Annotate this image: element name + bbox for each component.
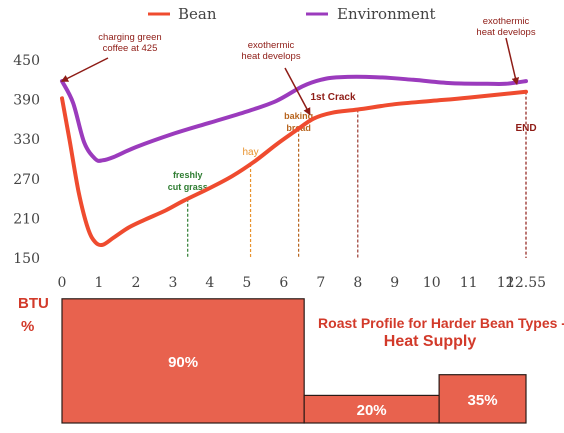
y-tick-label: 450	[13, 53, 40, 69]
annotation-arrow	[505, 37, 520, 86]
x-tick-label: 3	[168, 275, 177, 291]
annotation-label: 1st Crack	[310, 92, 355, 103]
x-tick-label: 11	[460, 275, 478, 291]
marker-label: freshly cut grass	[168, 170, 208, 192]
x-tick-label: 4	[205, 275, 214, 291]
x-tick-label: 8	[353, 275, 362, 291]
annotation-arrow	[60, 57, 109, 82]
marker-label: hay	[242, 147, 258, 158]
y-tick-label: 270	[13, 172, 40, 188]
series-lines	[60, 74, 528, 248]
x-tick-label: 7	[316, 275, 325, 291]
legend-label-bean: Bean	[178, 5, 217, 23]
annotation-label: exothermic heat develops	[476, 16, 535, 38]
heat-supply-chart: BTU % 90% 20% 35% Roast Profile for Harder…	[18, 295, 564, 424]
x-tick-label: 10	[423, 275, 441, 291]
btu-axis-label: BTU %	[18, 295, 53, 335]
x-tick-label: 12	[497, 275, 515, 291]
heat-bar-label: 20%	[357, 402, 387, 419]
legend: Bean Environment	[148, 5, 436, 23]
heat-bar	[438, 374, 527, 424]
heat-bar-label: 90%	[168, 354, 198, 371]
heat-supply-subtitle: Heat Supply	[384, 333, 477, 350]
annotation-arrow	[284, 67, 311, 116]
annotation-label: exothermic heat develops	[241, 40, 300, 62]
annotation-label: charging green coffee at 425	[98, 32, 161, 54]
series-line-bean	[60, 89, 528, 248]
x-tick-label: 5	[242, 275, 251, 291]
heat-supply-bars: 90% 20% 35%	[61, 298, 527, 424]
annotations: charging green coffee at 425 exothermic hea…	[60, 16, 536, 116]
heat-bar-label: 35%	[468, 392, 498, 409]
x-tick-label: 0	[58, 275, 67, 291]
x-tick-label: 9	[390, 275, 399, 291]
x-tick-label: 1	[95, 275, 104, 291]
marker-label: END	[515, 123, 536, 134]
y-tick-label: 330	[13, 132, 40, 148]
legend-label-environment: Environment	[337, 5, 436, 23]
y-tick-label: 210	[13, 211, 40, 227]
y-tick-label: 390	[13, 93, 40, 109]
heat-supply-title: Roast Profile for Harder Bean Types -	[318, 315, 564, 331]
series-line-environment	[60, 74, 528, 163]
x-tick-label: 6	[279, 275, 288, 291]
y-tick-label: 150	[13, 251, 40, 267]
x-tick-label: 12.55	[506, 275, 546, 291]
x-tick-label: 2	[131, 275, 140, 291]
y-axis-ticks: 150 210 270 330 390 450	[13, 53, 40, 267]
heat-bar	[61, 298, 305, 424]
